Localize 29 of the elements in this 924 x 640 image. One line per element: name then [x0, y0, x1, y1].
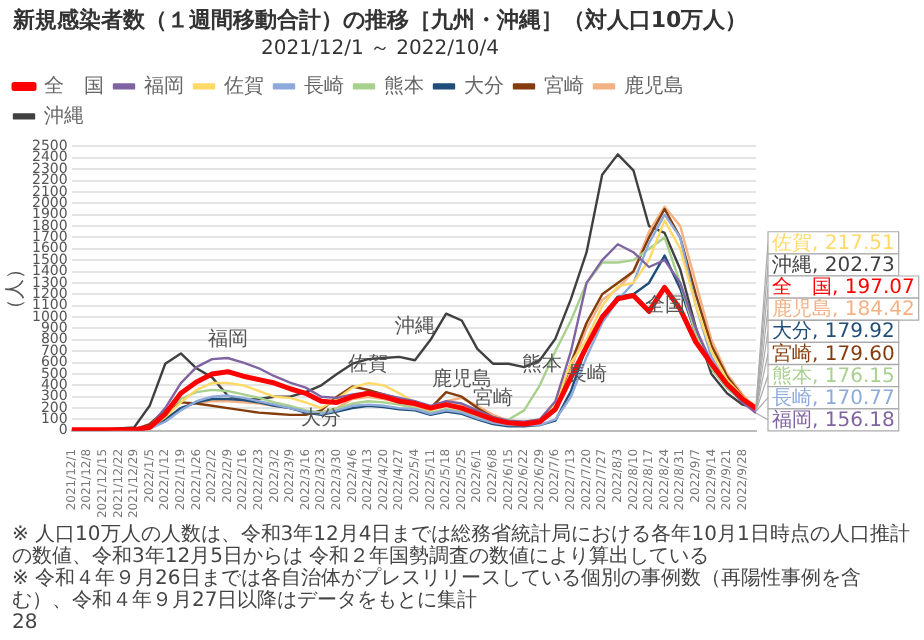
- data-label: 佐賀, 217.51: [772, 230, 895, 255]
- legend-label: 沖縄: [44, 103, 84, 128]
- data-label: 沖縄, 202.73: [772, 253, 895, 278]
- annotation: 宮崎: [472, 386, 513, 411]
- legend-label: 大分: [464, 73, 504, 98]
- data-label: 宮崎, 179.60: [772, 341, 895, 366]
- data-label: 鹿児島, 184.42: [772, 297, 915, 322]
- chart-subtitle: 2021/12/1 ～ 2022/10/4: [261, 37, 499, 60]
- text: 28: [12, 612, 38, 634]
- data-label: 大分, 179.92: [772, 319, 895, 344]
- annotation: 福岡: [207, 327, 248, 352]
- legend-label: 全 国: [44, 73, 104, 98]
- chart-title: 新規感染者数（１週間移動合計）の推移［九州・沖縄］（対人口10万人）: [10, 6, 748, 33]
- legend-label: 熊本: [384, 73, 424, 98]
- legend-label: 鹿児島: [624, 73, 684, 98]
- data-label: 熊本, 176.15: [772, 363, 895, 388]
- text: ※ 令和４年９月26日までは各自治体がプレスリリースしている個別の事例数（再陽性事例を含む）、令和４年９月27日以降はデータをもとに集計: [12, 568, 863, 612]
- data-label: 福岡, 156.18: [772, 408, 895, 433]
- annotation: 大分: [301, 406, 342, 431]
- legend-label: 宮崎: [544, 73, 584, 98]
- text: ※ 人口10万人の人数は、令和3年12月4日までは総務省統計局における各年10月1日時点の人口推計の数値、令和3年12月5日からは 令和２年国勢調査の数値により算出している: [12, 524, 912, 568]
- annotation: 沖縄: [394, 313, 435, 338]
- data-label: 全 国, 197.07: [772, 275, 915, 300]
- y-axis-title: （人）: [5, 258, 28, 319]
- annotation: 長崎: [566, 362, 607, 387]
- legend-label: 福岡: [144, 73, 184, 98]
- data-label: 長崎, 170.77: [772, 385, 895, 410]
- legend-label: 佐賀: [224, 73, 264, 98]
- legend-label: 長崎: [304, 73, 344, 98]
